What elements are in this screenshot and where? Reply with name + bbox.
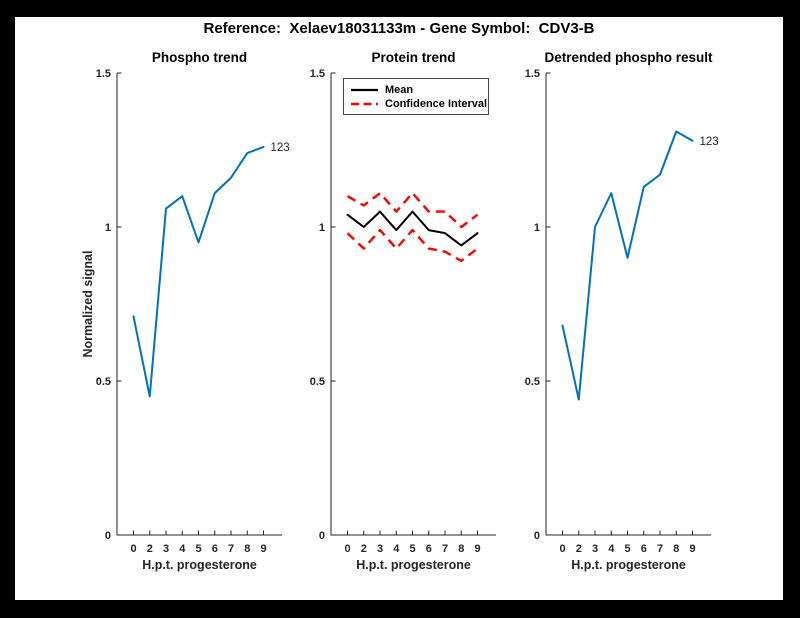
axis-lines	[330, 73, 496, 536]
x-tick-label: 6	[641, 543, 647, 555]
y-tick-label: 1	[534, 222, 540, 234]
series-line	[346, 210, 479, 247]
x-tick-label: 5	[195, 543, 201, 555]
x-tick-label: 9	[689, 543, 695, 555]
x-tick-label: 6	[212, 543, 218, 555]
subplot1-x-axis-label: H.p.t. progesterone	[142, 558, 257, 572]
y-tick-label: 0	[534, 530, 540, 542]
x-tick-label: 0	[344, 543, 350, 555]
x-tick-label: 8	[244, 543, 250, 555]
x-tick-label: 4	[608, 543, 615, 555]
x-tick-label: 0	[130, 543, 136, 555]
x-tick-label: 7	[228, 543, 234, 555]
subplot1-title: Phospho trend	[151, 50, 248, 65]
y-tick-label: 0.5	[310, 376, 325, 388]
y-axis-label: Normalized signal	[81, 250, 95, 358]
x-tick-label: 5	[624, 543, 630, 555]
y-tick-label: 1.5	[525, 68, 540, 80]
series-line	[346, 191, 479, 229]
legend-mean-line-sample	[351, 88, 378, 92]
x-tick-label: 8	[673, 543, 679, 555]
subplot3-x-axis-label: H.p.t. progesterone	[571, 558, 686, 572]
subplot3-title: Detrended phospho result	[544, 50, 713, 65]
legend-row-confidence-interval: Confidence Interval	[344, 97, 488, 111]
x-tick-label: 0	[559, 543, 565, 555]
x-tick-label: 7	[442, 543, 448, 555]
y-tick-label: 0.5	[525, 376, 540, 388]
y-tick-label: 0.5	[96, 376, 111, 388]
series-end-label: 123	[271, 142, 290, 154]
y-tick-label: 0	[105, 530, 111, 542]
x-tick-label: 9	[260, 543, 266, 555]
series-line	[346, 228, 479, 263]
y-tick-label: 1	[105, 222, 111, 234]
series-end-label: 123	[700, 136, 719, 148]
x-tick-label: 4	[393, 543, 400, 555]
legend-mean-label: Mean	[385, 84, 414, 96]
x-tick-label: 2	[361, 543, 367, 555]
x-tick-label: 4	[179, 543, 186, 555]
axis-lines	[545, 73, 711, 536]
x-tick-label: 7	[657, 543, 663, 555]
y-tick-label: 1	[319, 222, 325, 234]
figure-title: Reference: Xelaev18031133m - Gene Symbol…	[203, 20, 595, 37]
legend-ci-line-sample	[351, 102, 378, 106]
x-tick-label: 9	[474, 543, 480, 555]
x-tick-label: 2	[147, 543, 153, 555]
series-line	[132, 145, 265, 398]
x-tick-label: 6	[426, 543, 432, 555]
y-tick-label: 0	[319, 530, 325, 542]
x-tick-label: 3	[377, 543, 383, 555]
x-tick-label: 3	[592, 543, 598, 555]
series-line	[561, 130, 694, 401]
subplot2-title: Protein trend	[371, 50, 456, 65]
figure-canvas: Reference: Xelaev18031133m - Gene Symbol…	[15, 17, 783, 600]
axis-lines	[116, 73, 282, 536]
y-tick-label: 1.5	[310, 68, 325, 80]
legend-ci-label: Confidence Interval	[385, 98, 488, 110]
x-tick-label: 8	[458, 543, 464, 555]
y-tick-label: 1.5	[96, 68, 111, 80]
x-tick-label: 3	[163, 543, 169, 555]
subplot2-x-axis-label: H.p.t. progesterone	[356, 558, 471, 572]
x-tick-label: 5	[409, 543, 415, 555]
x-tick-label: 2	[576, 543, 582, 555]
legend-row-mean: Mean	[344, 83, 488, 97]
legend-box: Mean Confidence Interval	[343, 78, 489, 115]
